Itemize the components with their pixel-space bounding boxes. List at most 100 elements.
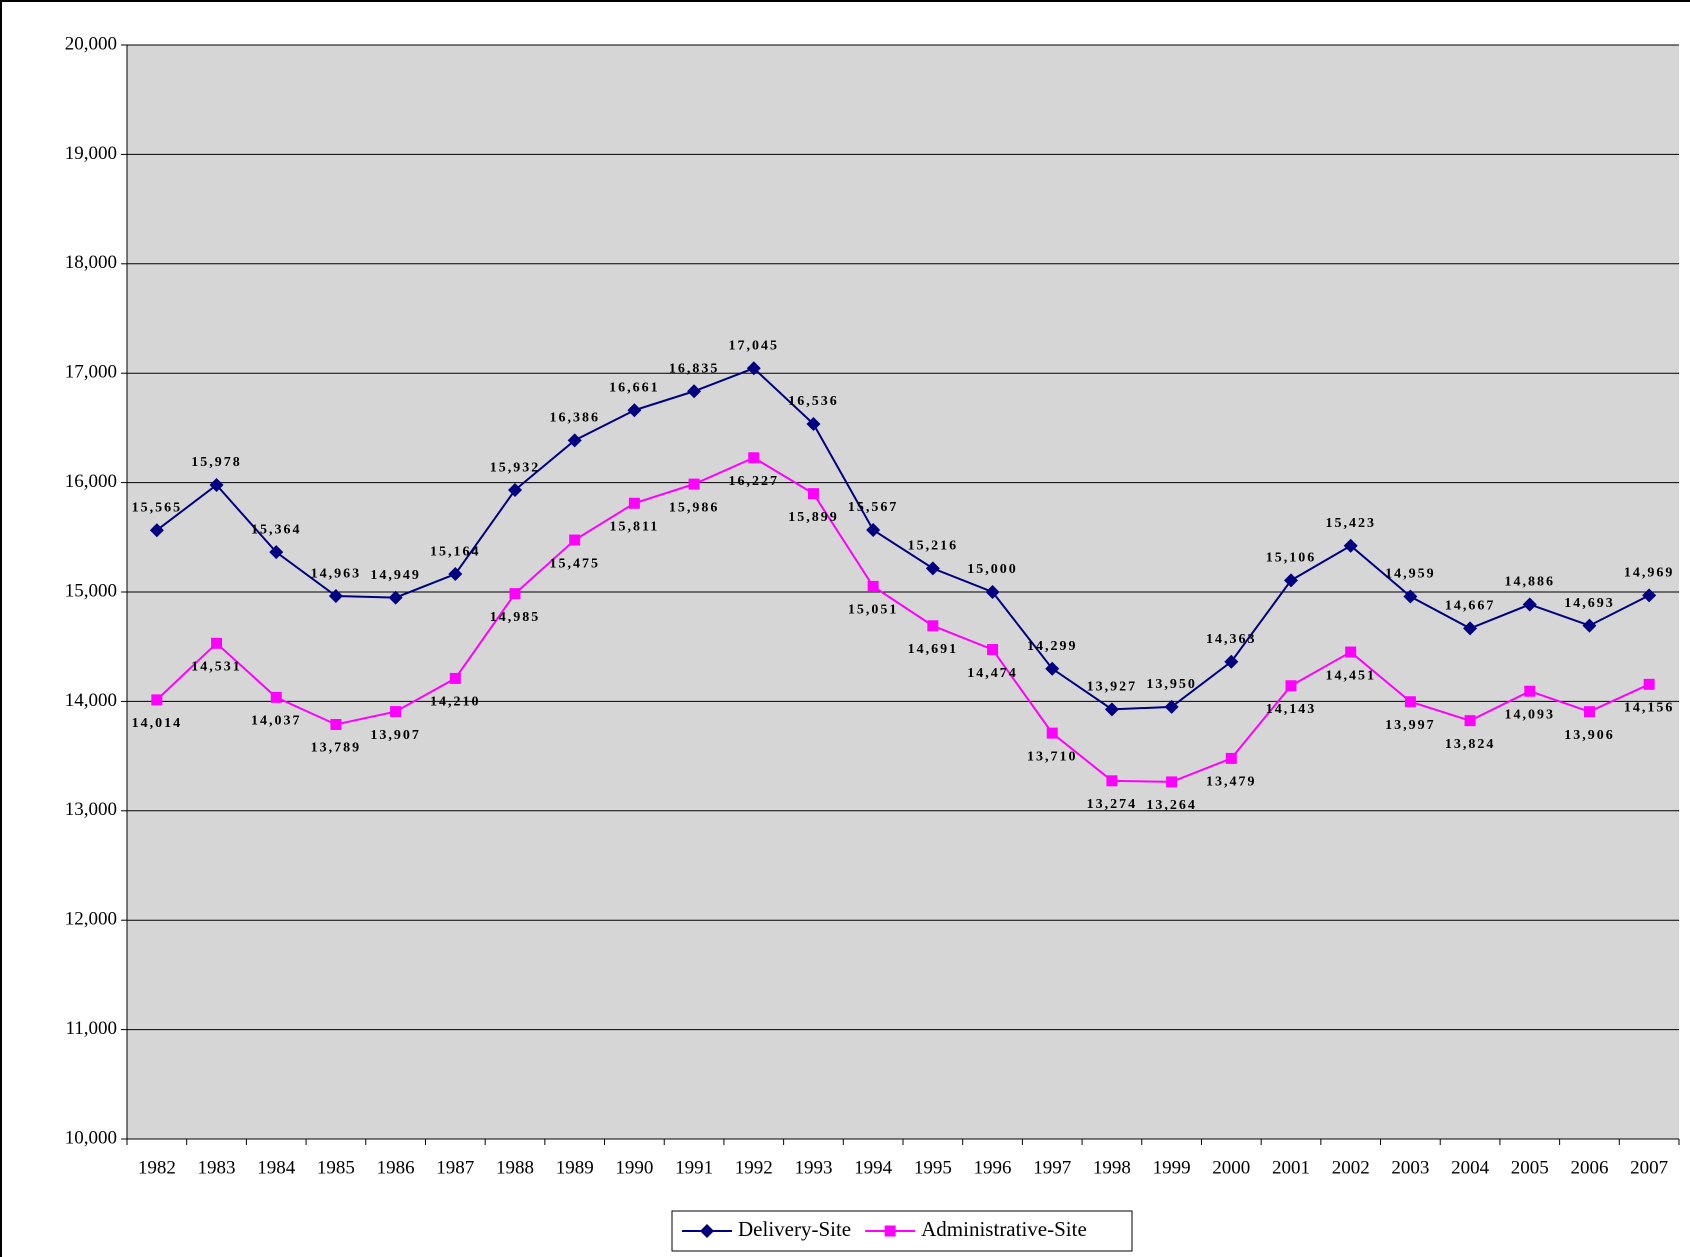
data-point — [1643, 678, 1655, 690]
data-label: 13,824 — [1445, 737, 1496, 752]
data-point — [1582, 618, 1597, 633]
data-label: 17,045 — [729, 338, 780, 353]
data-label: 13,907 — [370, 728, 421, 743]
data-label: 14,451 — [1325, 668, 1376, 683]
data-label: 14,037 — [251, 714, 302, 729]
data-point — [1104, 702, 1119, 717]
x-tick-label: 1982 — [138, 1157, 176, 1178]
data-point — [1106, 775, 1118, 787]
data-label: 15,565 — [132, 500, 183, 515]
data-point — [866, 522, 881, 537]
data-label: 13,906 — [1564, 728, 1615, 743]
data-point — [508, 483, 522, 498]
data-label: 13,789 — [311, 741, 362, 756]
y-tick-label: 13,000 — [65, 799, 117, 820]
data-point — [1403, 589, 1418, 604]
x-tick-label: 1997 — [1033, 1157, 1071, 1178]
data-label: 15,475 — [549, 556, 600, 571]
data-label: 15,986 — [669, 500, 720, 515]
data-label: 15,216 — [908, 539, 959, 554]
data-label: 13,950 — [1146, 677, 1197, 692]
data-label: 13,274 — [1087, 797, 1138, 812]
x-tick-label: 1992 — [735, 1157, 773, 1178]
data-point — [509, 588, 521, 600]
data-label: 15,567 — [848, 500, 899, 515]
legend-label: Administrative-Site — [921, 1217, 1087, 1241]
data-point — [270, 691, 282, 703]
data-label: 15,106 — [1266, 551, 1317, 566]
data-point — [269, 545, 284, 560]
data-point — [746, 361, 761, 376]
y-tick-label: 15,000 — [65, 580, 117, 601]
data-point — [687, 384, 702, 399]
data-point — [806, 416, 821, 431]
data-point — [1164, 699, 1179, 714]
y-tick-label: 16,000 — [65, 471, 117, 492]
x-tick-label: 1994 — [854, 1157, 893, 1178]
y-tick-label: 12,000 — [65, 909, 117, 930]
x-tick-label: 1988 — [496, 1157, 534, 1178]
data-label: 14,531 — [191, 660, 242, 675]
data-label: 15,364 — [251, 522, 302, 537]
y-tick-label: 17,000 — [65, 362, 117, 383]
data-point — [211, 637, 223, 649]
x-tick-label: 1985 — [317, 1157, 355, 1178]
x-tick-label: 2004 — [1451, 1157, 1490, 1178]
data-point — [390, 706, 402, 718]
data-point — [209, 478, 224, 493]
y-tick-label: 18,000 — [65, 252, 117, 273]
data-label: 16,386 — [549, 411, 600, 426]
data-label: 14,474 — [967, 666, 1018, 681]
y-tick-label: 19,000 — [65, 143, 117, 164]
data-label: 16,227 — [729, 474, 780, 489]
x-tick-label: 1999 — [1153, 1157, 1191, 1178]
data-point — [1404, 696, 1416, 708]
data-point — [627, 403, 642, 418]
data-label: 14,143 — [1266, 702, 1317, 717]
data-label: 13,479 — [1206, 775, 1257, 790]
data-label: 14,691 — [908, 642, 959, 657]
data-label: 15,051 — [848, 603, 899, 618]
data-point — [569, 534, 581, 546]
data-point — [985, 585, 1000, 599]
data-label: 16,835 — [669, 361, 720, 376]
data-point — [1224, 654, 1239, 669]
data-label: 13,997 — [1385, 718, 1436, 733]
data-point — [151, 694, 163, 706]
data-point — [925, 561, 940, 576]
data-point — [1046, 727, 1058, 739]
x-tick-label: 2003 — [1391, 1157, 1429, 1178]
data-label: 14,363 — [1206, 632, 1257, 647]
data-point — [1522, 597, 1537, 612]
data-point — [807, 488, 819, 500]
data-label: 14,667 — [1445, 599, 1496, 614]
y-tick-label: 10,000 — [65, 1127, 117, 1148]
series-line — [156, 456, 1650, 783]
data-point — [149, 523, 164, 538]
data-label: 14,693 — [1564, 596, 1615, 611]
data-label: 14,969 — [1624, 566, 1675, 581]
data-label: 15,000 — [967, 562, 1018, 577]
x-tick-label: 2007 — [1630, 1157, 1668, 1178]
data-point — [1583, 706, 1595, 718]
data-label: 14,210 — [430, 695, 481, 710]
data-point — [330, 718, 342, 730]
data-point — [1464, 715, 1476, 727]
x-tick-label: 1993 — [794, 1157, 832, 1178]
x-tick-label: 2005 — [1511, 1157, 1549, 1178]
legend-label: Delivery-Site — [738, 1217, 851, 1241]
x-tick-label: 1989 — [556, 1157, 594, 1178]
data-point — [867, 580, 879, 592]
x-tick-label: 2002 — [1332, 1157, 1370, 1178]
x-tick-label: 1998 — [1093, 1157, 1131, 1178]
x-tick-label: 1986 — [377, 1157, 415, 1178]
data-point — [1045, 661, 1060, 676]
data-label: 13,264 — [1146, 798, 1197, 813]
data-label: 16,661 — [609, 381, 660, 396]
data-point — [688, 478, 700, 490]
data-label: 14,886 — [1505, 575, 1556, 590]
data-label: 15,423 — [1325, 516, 1376, 531]
data-label: 14,985 — [490, 610, 541, 625]
data-label: 16,536 — [788, 394, 839, 409]
